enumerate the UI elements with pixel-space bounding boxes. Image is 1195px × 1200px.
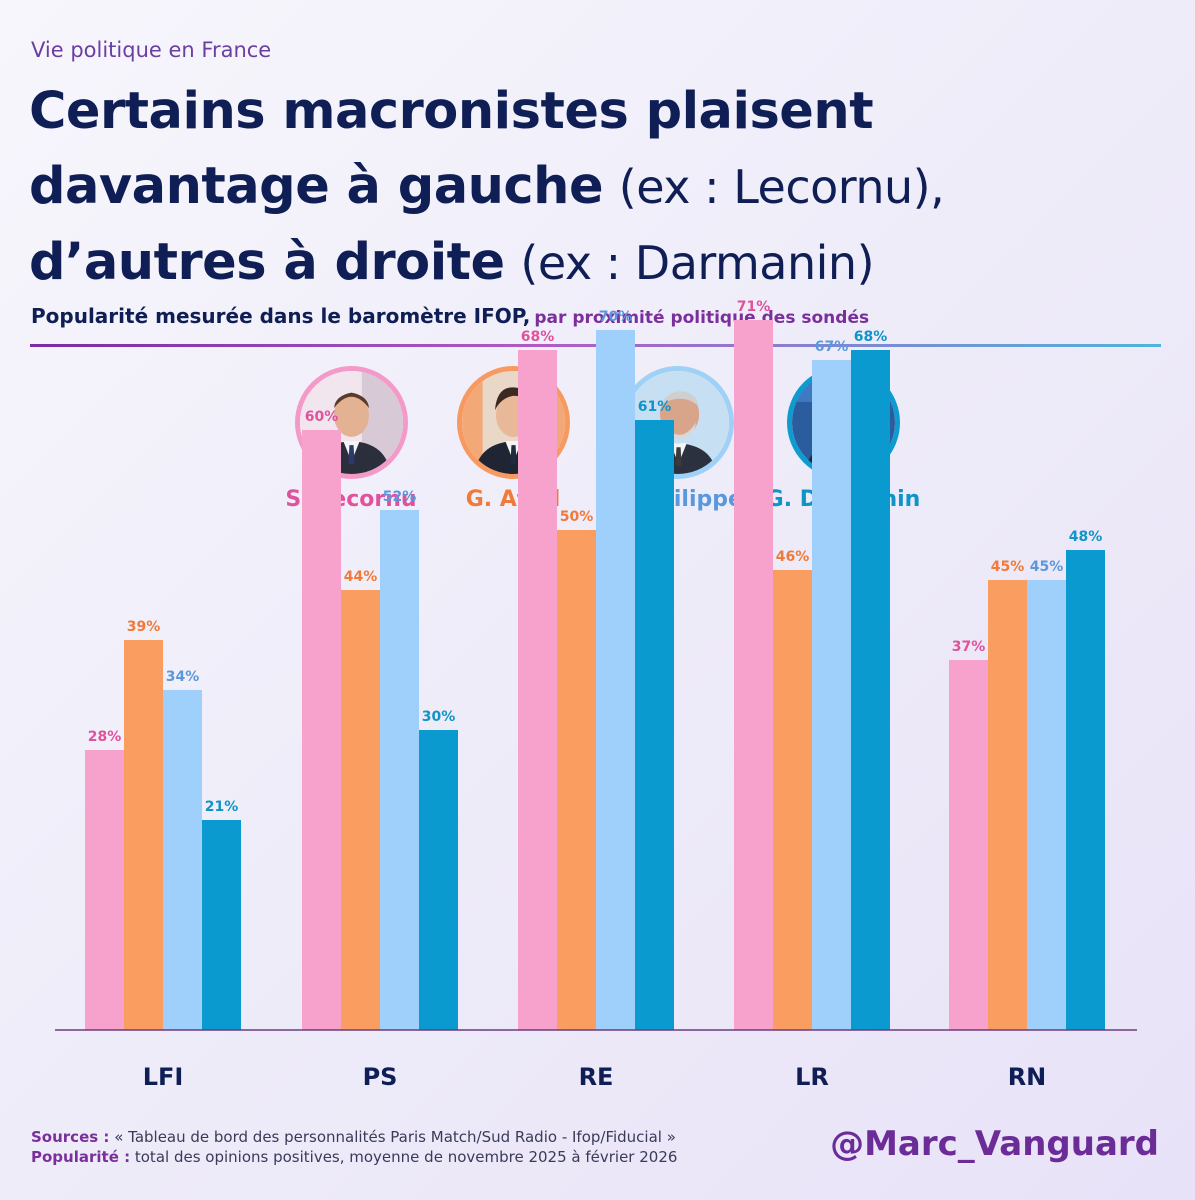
subtitle: Popularité mesurée dans le baromètre IFO… (31, 304, 1171, 328)
title-rule (30, 344, 1161, 347)
data-label-lfi-2: 39% (127, 619, 161, 635)
page-title: Certains macronistes plaisent davantage … (29, 74, 1179, 301)
author-handle: @Marc_Vanguard (830, 1124, 1159, 1164)
data-label-re-4: 61% (638, 399, 672, 415)
bar-ps-1 (302, 430, 341, 1030)
bar-rn-2 (988, 580, 1027, 1030)
data-label-rn-4: 48% (1069, 529, 1103, 545)
x-tick-label-re: RE (579, 1063, 614, 1091)
data-label-lr-1: 71% (737, 299, 771, 315)
bar-ps-2 (341, 590, 380, 1030)
bar-lr-2 (773, 570, 812, 1030)
portrait-lecornu-icon (294, 366, 408, 479)
data-label-ps-4: 30% (422, 709, 456, 725)
bar-ps-3 (380, 510, 419, 1030)
data-label-ps-2: 44% (344, 569, 378, 585)
bar-re-1 (518, 350, 557, 1030)
title-bold-3: d’autres à droite (29, 233, 505, 292)
data-label-lr-2: 46% (776, 549, 810, 565)
x-tick-label-rn: RN (1008, 1063, 1047, 1091)
sources-text: « Tableau de bord des personnalités Pari… (114, 1128, 676, 1146)
bar-re-4 (635, 420, 674, 1030)
popularity-text: total des opinions positives, moyenne de… (134, 1148, 678, 1166)
title-bold-1: Certains macronistes plaisent (29, 82, 874, 141)
bar-lfi-3 (163, 690, 202, 1030)
title-line-1: Certains macronistes plaisent (29, 74, 1179, 149)
data-label-ps-1: 60% (305, 409, 339, 425)
bar-lr-4 (851, 350, 890, 1030)
x-tick-label-lfi: LFI (143, 1063, 184, 1091)
x-tick-label-ps: PS (363, 1063, 398, 1091)
sources-line: Sources : « Tableau de bord des personna… (31, 1127, 677, 1147)
popularity-line: Popularité : total des opinions positive… (31, 1147, 677, 1167)
bar-rn-4 (1066, 550, 1105, 1030)
bar-lr-1 (734, 320, 773, 1030)
kicker: Vie politique en France (31, 38, 272, 62)
bar-lfi-2 (124, 640, 163, 1030)
bar-rn-3 (1027, 580, 1066, 1030)
data-label-re-3: 70% (599, 309, 633, 325)
title-line-2: davantage à gauche (ex : Lecornu), (29, 149, 1179, 225)
data-label-re-2: 50% (560, 509, 594, 525)
popularity-label: Popularité : (31, 1148, 131, 1166)
subtitle-main: Popularité mesurée dans le baromètre IFO… (31, 304, 531, 328)
bar-lr-3 (812, 360, 851, 1030)
bar-re-2 (557, 530, 596, 1030)
bar-lfi-1 (85, 750, 124, 1030)
subtitle-sub: par proximité politique des sondés (534, 308, 870, 328)
data-label-rn-2: 45% (991, 559, 1025, 575)
data-label-lfi-1: 28% (88, 729, 122, 745)
sources-label: Sources : (31, 1128, 110, 1146)
x-tick-label-lr: LR (795, 1063, 829, 1091)
bar-re-3 (596, 330, 635, 1030)
data-label-lr-4: 68% (854, 329, 888, 345)
bar-ps-4 (419, 730, 458, 1030)
data-label-rn-3: 45% (1030, 559, 1064, 575)
title-line-3: d’autres à droite (ex : Darmanin) (29, 225, 1179, 301)
data-label-ps-3: 52% (383, 489, 417, 505)
footer-sources: Sources : « Tableau de bord des personna… (31, 1127, 677, 1167)
data-label-rn-1: 37% (952, 639, 986, 655)
data-label-lr-3: 67% (815, 339, 849, 355)
data-label-lfi-4: 21% (205, 799, 239, 815)
title-bold-2: davantage à gauche (29, 157, 604, 216)
bar-rn-1 (949, 660, 988, 1030)
data-label-re-1: 68% (521, 329, 555, 345)
title-normal-3: (ex : Darmanin) (520, 236, 875, 290)
title-normal-2: (ex : Lecornu), (618, 160, 945, 214)
bar-lfi-4 (202, 820, 241, 1030)
data-label-lfi-3: 34% (166, 669, 200, 685)
